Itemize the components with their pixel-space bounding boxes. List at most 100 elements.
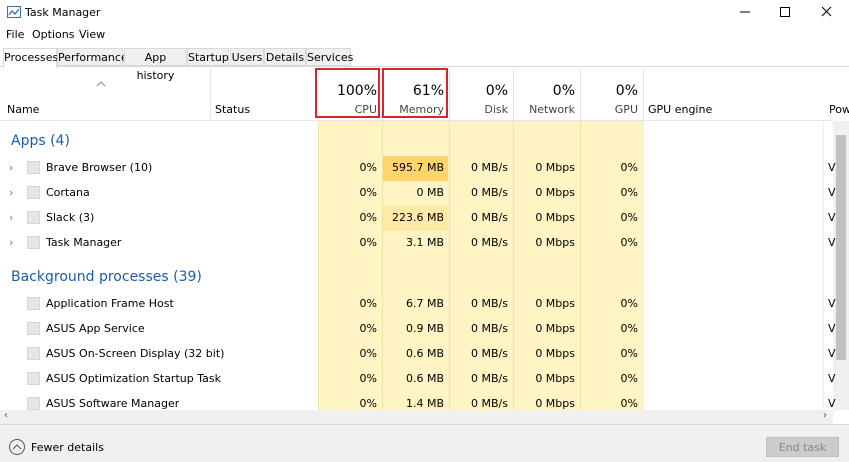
cell-value: 0 MB/s — [471, 297, 508, 310]
expand-arrow[interactable]: › — [9, 211, 14, 224]
power-value: V — [828, 211, 836, 224]
cell-value: 0% — [620, 186, 638, 199]
process-name[interactable]: Application Frame Host — [46, 297, 174, 310]
cell-value: 0 MB/s — [471, 372, 508, 385]
column-bg — [580, 121, 643, 410]
window-controls[interactable] — [735, 4, 845, 20]
header-divider — [449, 68, 450, 120]
app-icon — [7, 6, 21, 18]
cell-value: 0 Mbps — [535, 211, 575, 224]
cell-value: 0% — [620, 372, 638, 385]
cell-value: 0 Mbps — [535, 372, 575, 385]
power-value: V — [828, 347, 836, 360]
fewer-details-icon[interactable] — [8, 438, 26, 456]
column-divider — [823, 121, 824, 410]
column-header[interactable]: Disk — [484, 103, 508, 116]
cell-value: 0% — [620, 397, 638, 410]
cell-value: 0 MB/s — [471, 236, 508, 249]
process-icon — [27, 236, 40, 249]
cell-value: 0 Mbps — [535, 186, 575, 199]
cell-value: 0% — [359, 186, 377, 199]
column-header[interactable]: Status — [215, 103, 251, 116]
cell-value: 0% — [620, 322, 638, 335]
cell-value: 0% — [359, 236, 377, 249]
header-divider — [580, 68, 581, 120]
cell-value: 0 Mbps — [535, 161, 575, 174]
horizontal-scrollbar[interactable]: ‹ › — [0, 410, 833, 424]
cell-value: 595.7 MB — [391, 161, 444, 174]
cell-value: 0% — [359, 211, 377, 224]
cell-value: 0% — [359, 161, 377, 174]
cell-value: 0.6 MB — [405, 372, 444, 385]
highlight-box — [315, 68, 380, 118]
expand-arrow[interactable]: › — [9, 186, 14, 199]
tab-border — [0, 66, 849, 67]
process-icon — [27, 397, 40, 410]
highlight-box — [382, 68, 448, 118]
cell-value: 0% — [620, 347, 638, 360]
cell-value: 0.9 MB — [405, 322, 444, 335]
process-name[interactable]: ASUS On-Screen Display (32 bit) — [46, 347, 225, 360]
tab[interactable]: Processes — [3, 48, 58, 68]
process-icon — [27, 322, 40, 335]
vertical-scrollbar[interactable] — [833, 121, 849, 410]
cell-value: 0 MB — [416, 186, 444, 199]
window-title: Task Manager — [25, 6, 101, 19]
cell-value: 0 Mbps — [535, 322, 575, 335]
cell-value: 0 MB/s — [471, 397, 508, 410]
menu-item[interactable]: View — [79, 28, 106, 41]
column-header[interactable]: Pow — [829, 103, 849, 116]
power-value: V — [828, 186, 836, 199]
cell-value: 6.7 MB — [405, 297, 444, 310]
column-header[interactable]: GPU — [614, 103, 638, 116]
column-percent[interactable]: 0% — [485, 83, 508, 99]
column-header[interactable]: CPU — [354, 103, 377, 116]
process-name[interactable]: ASUS Software Manager — [46, 397, 180, 410]
column-header[interactable]: GPU engine — [648, 103, 713, 116]
process-name[interactable]: Task Manager — [46, 236, 122, 249]
column-percent[interactable]: 100% — [336, 83, 377, 99]
power-value: V — [828, 322, 836, 335]
cell-value: 0 MB/s — [471, 347, 508, 360]
process-name[interactable]: Slack (3) — [46, 211, 95, 224]
expand-arrow[interactable]: › — [9, 161, 14, 174]
process-name[interactable]: Brave Browser (10) — [46, 161, 153, 174]
column-header[interactable]: Network — [529, 103, 575, 116]
process-icon — [27, 211, 40, 224]
menu-item[interactable]: Options — [32, 28, 75, 41]
column-percent[interactable]: 61% — [412, 83, 444, 99]
cell-value: 0 MB/s — [471, 211, 508, 224]
header-divider — [210, 68, 211, 120]
column-percent[interactable]: 0% — [552, 83, 575, 99]
power-value: V — [828, 397, 836, 410]
cell-value: 0 MB/s — [471, 186, 508, 199]
fewer-details[interactable]: Fewer details — [31, 441, 104, 454]
column-bg — [513, 121, 580, 410]
cell-value: 0% — [620, 211, 638, 224]
tab[interactable]: Performance — [57, 48, 128, 66]
cell-value: 0% — [620, 297, 638, 310]
tab[interactable]: Users — [230, 48, 264, 66]
column-header[interactable]: Memory — [399, 103, 444, 116]
cell-value: 0 MB/s — [471, 322, 508, 335]
menu-item[interactable]: File — [6, 28, 25, 41]
memory-heat — [383, 156, 448, 181]
header-divider — [643, 68, 644, 120]
memory-heat — [383, 206, 448, 231]
column-bg — [449, 121, 513, 410]
column-header[interactable]: Name — [7, 103, 40, 116]
tab[interactable]: Startup — [187, 48, 229, 66]
tab[interactable]: App history — [124, 48, 187, 82]
cell-value: 0% — [359, 397, 377, 410]
tab[interactable]: Services — [306, 48, 353, 66]
column-percent[interactable]: 0% — [615, 83, 638, 99]
process-icon — [27, 297, 40, 310]
process-name[interactable]: ASUS Optimization Startup Task — [46, 372, 221, 385]
end-task-button[interactable]: End task — [766, 437, 839, 457]
expand-arrow[interactable]: › — [9, 236, 14, 249]
process-name[interactable]: Cortana — [46, 186, 90, 199]
tab[interactable]: Details — [264, 48, 306, 66]
process-name[interactable]: ASUS App Service — [46, 322, 145, 335]
process-icon — [27, 161, 40, 174]
